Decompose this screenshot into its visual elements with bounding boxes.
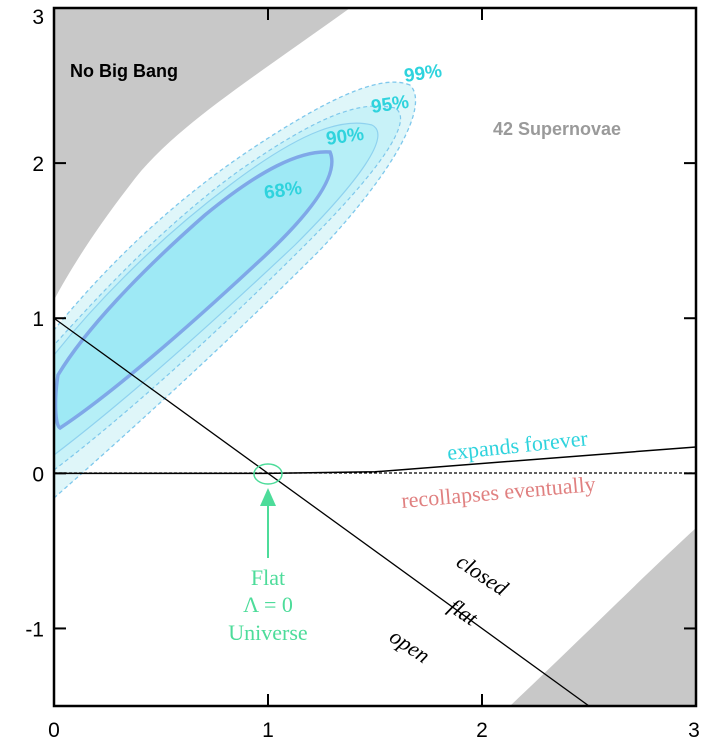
flat-universe-marker: Flat Λ = 0 Universe xyxy=(228,463,308,645)
y-tick-label: 0 xyxy=(32,463,44,486)
x-axis-ticks: 0 1 2 3 xyxy=(48,8,700,742)
x-tick-label: 1 xyxy=(262,719,274,742)
y-tick-label: 1 xyxy=(32,308,44,331)
plot-frame xyxy=(52,6,698,708)
confidence-contours xyxy=(54,81,417,499)
x-tick-label: 3 xyxy=(688,719,700,742)
y-tick-label: 3 xyxy=(32,6,44,29)
flat-universe-circle xyxy=(253,463,283,485)
contour-68-fill xyxy=(55,151,332,428)
contour-99-line xyxy=(54,81,417,499)
contour-68-line xyxy=(54,150,334,431)
flat-universe-line xyxy=(54,317,590,706)
x-tick-label: 2 xyxy=(476,719,488,742)
expansion-boundary-line xyxy=(54,446,696,475)
y-tick-label: 2 xyxy=(32,153,44,176)
no-big-bang-region xyxy=(54,8,350,300)
flat-universe-label-line3: Universe xyxy=(228,620,307,645)
no-big-bang-label: No Big Bang xyxy=(70,61,178,81)
y-axis-ticks: 3 2 1 0 -1 xyxy=(25,6,696,641)
supernovae-label: 42 Supernovae xyxy=(493,119,621,139)
arrow-up-icon xyxy=(260,488,276,506)
recollapse-grey-region xyxy=(510,528,696,706)
flat-universe-label-line1: Flat xyxy=(251,565,285,590)
contour-95-line xyxy=(54,105,402,471)
contour-90-line xyxy=(54,122,379,456)
flat-universe-label-line2: Λ = 0 xyxy=(243,592,293,617)
y-tick-label: -1 xyxy=(25,618,44,641)
x-tick-label: 0 xyxy=(48,719,60,742)
